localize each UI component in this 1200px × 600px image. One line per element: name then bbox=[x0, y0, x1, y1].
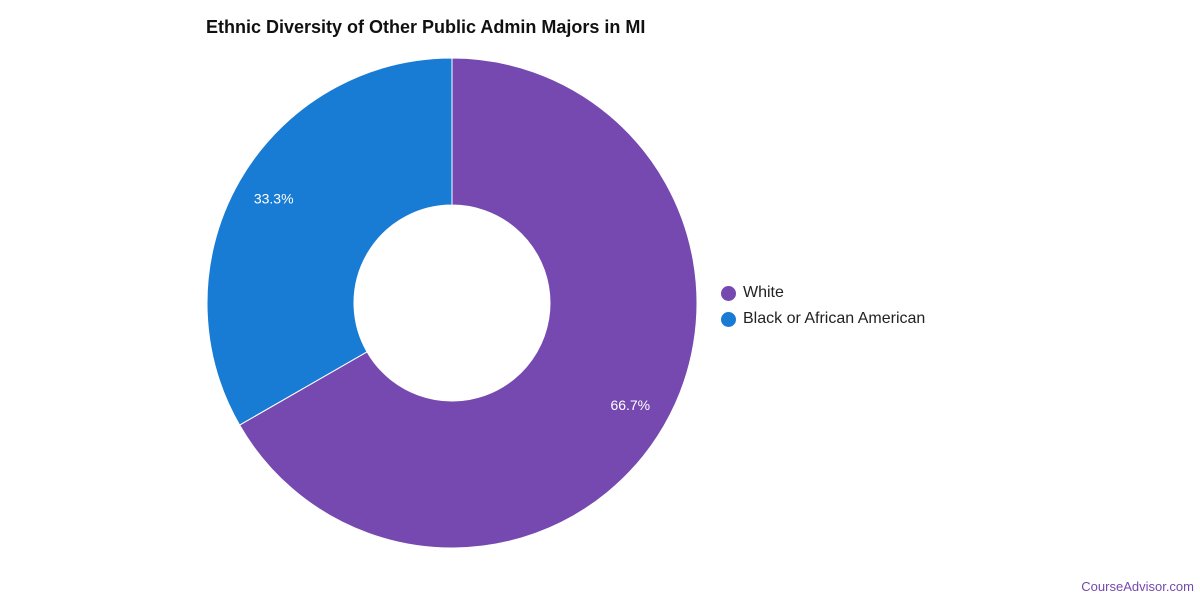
slice-black-or-african-american[interactable] bbox=[206, 57, 453, 426]
legend-swatch-black-or-african-american bbox=[721, 311, 736, 327]
slice-label-black-or-african-american: 33.3% bbox=[254, 191, 294, 207]
slice-labels: 66.7% 33.3% bbox=[254, 191, 650, 413]
donut-slices bbox=[206, 57, 698, 549]
chart-title: Ethnic Diversity of Other Public Admin M… bbox=[206, 17, 646, 37]
slice-white[interactable] bbox=[238, 57, 698, 549]
legend-item-black-or-african-american[interactable]: Black or African American bbox=[721, 306, 925, 332]
legend-item-white[interactable]: White bbox=[721, 280, 925, 306]
chart-legend: White Black or African American bbox=[721, 280, 925, 332]
legend-label-white: White bbox=[743, 284, 784, 301]
courseadvisor-link[interactable]: CourseAdvisor.com bbox=[1081, 579, 1194, 594]
legend-label-black-or-african-american: Black or African American bbox=[743, 310, 926, 327]
slice-label-white: 66.7% bbox=[610, 397, 650, 413]
legend-swatch-white bbox=[721, 285, 736, 301]
